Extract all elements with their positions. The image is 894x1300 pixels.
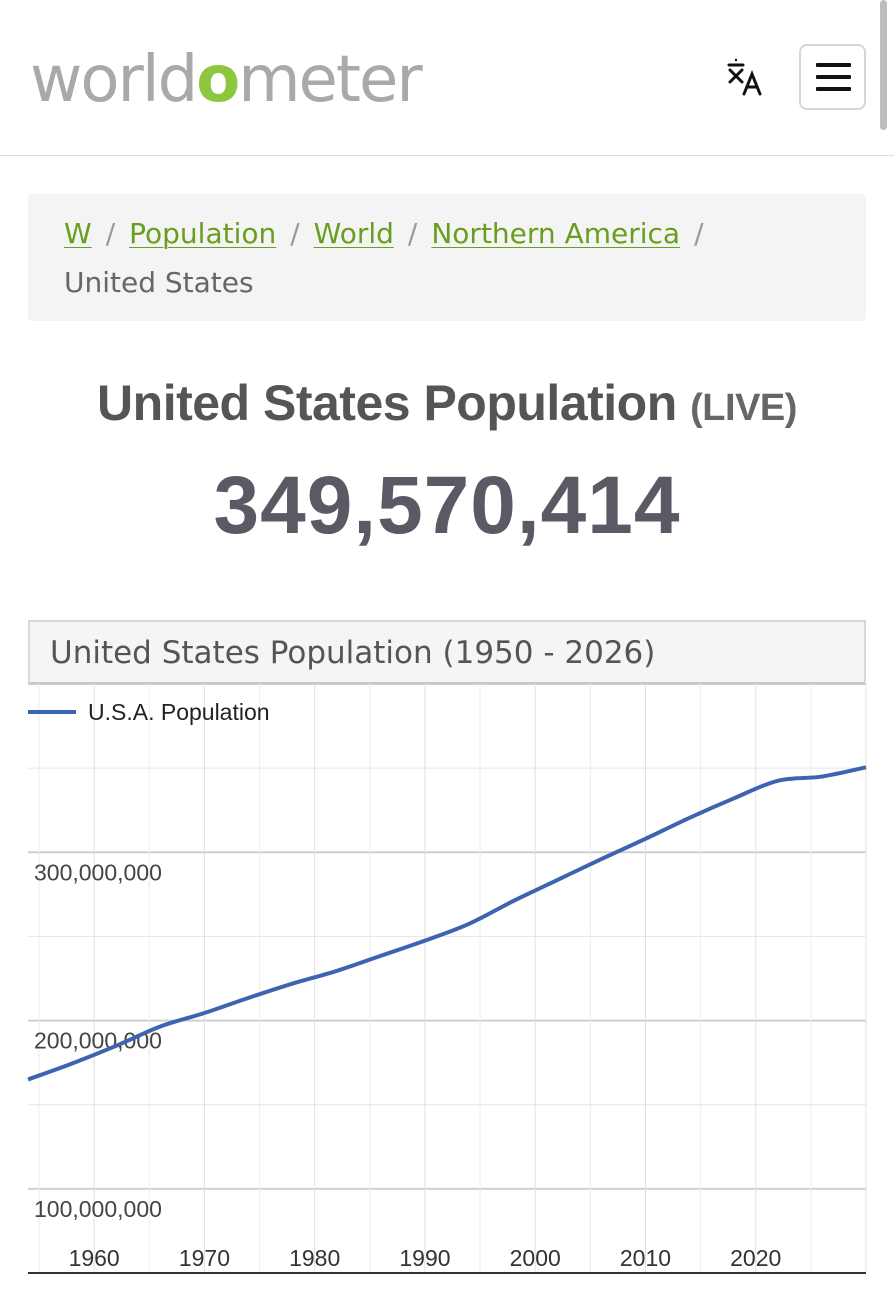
- y-tick-label: 100,000,000: [34, 1196, 162, 1222]
- breadcrumb-link-population[interactable]: Population: [129, 217, 277, 250]
- page-title: United States Population (LIVE): [0, 370, 894, 441]
- x-tick-label: 2000: [510, 1245, 561, 1271]
- worldometer-logo[interactable]: worldometer: [30, 40, 423, 120]
- translate-icon[interactable]: [722, 56, 768, 102]
- chart-legend: U.S.A. Population: [28, 699, 270, 725]
- breadcrumb-separator: /: [290, 217, 300, 250]
- breadcrumb-trail: W / Population / World / Northern America /: [64, 216, 718, 252]
- site-header: worldometer: [0, 0, 894, 156]
- hamburger-menu-icon: [816, 63, 851, 67]
- breadcrumb-separator: /: [407, 217, 418, 250]
- x-tick-label: 1980: [289, 1245, 340, 1271]
- y-tick-label: 300,000,000: [34, 859, 162, 885]
- chart-header: United States Population (1950 - 2026): [28, 620, 866, 684]
- x-tick-label: 2020: [730, 1245, 781, 1271]
- x-tick-label: 2010: [620, 1245, 671, 1271]
- breadcrumb-link-northern-america[interactable]: Northern America: [431, 217, 681, 250]
- x-axis-labels: 1960 1970 1980 1990 2000 2010 2020: [69, 1245, 782, 1271]
- logo-o: o: [196, 43, 240, 117]
- page-scrollbar[interactable]: [880, 0, 887, 130]
- hamburger-menu-icon-bar: [816, 75, 851, 79]
- breadcrumb-separator: /: [694, 217, 704, 250]
- chart-gridlines: [28, 684, 867, 1273]
- y-axis-labels: 100,000,000 200,000,000 300,000,000: [34, 859, 162, 1222]
- legend-label: U.S.A. Population: [88, 699, 270, 725]
- page-title-text: United States Population: [97, 375, 677, 431]
- chart-title: United States Population (1950 - 2026): [50, 635, 656, 671]
- menu-button[interactable]: [799, 44, 866, 110]
- chart-series: [27, 765, 867, 1082]
- hamburger-menu-icon-bar: [816, 87, 851, 91]
- breadcrumb: W / Population / World / Northern America / Uni…: [28, 194, 866, 321]
- x-tick-label: 1990: [399, 1245, 450, 1271]
- breadcrumb-link-w[interactable]: W: [64, 217, 92, 250]
- x-tick-label: 1970: [179, 1245, 230, 1271]
- live-population-counter: 349,570,414: [213, 460, 681, 551]
- logo-suffix: meter: [238, 43, 422, 117]
- x-tick-label: 1960: [69, 1245, 120, 1271]
- breadcrumb-separator: /: [105, 217, 116, 250]
- logo-prefix: world: [30, 43, 198, 117]
- y-tick-label: 200,000,000: [34, 1028, 162, 1054]
- breadcrumb-link-world[interactable]: World: [313, 217, 394, 250]
- series-line-usa-population: [27, 765, 867, 1082]
- breadcrumb-current: United States: [64, 266, 254, 299]
- live-label: (LIVE): [690, 387, 797, 429]
